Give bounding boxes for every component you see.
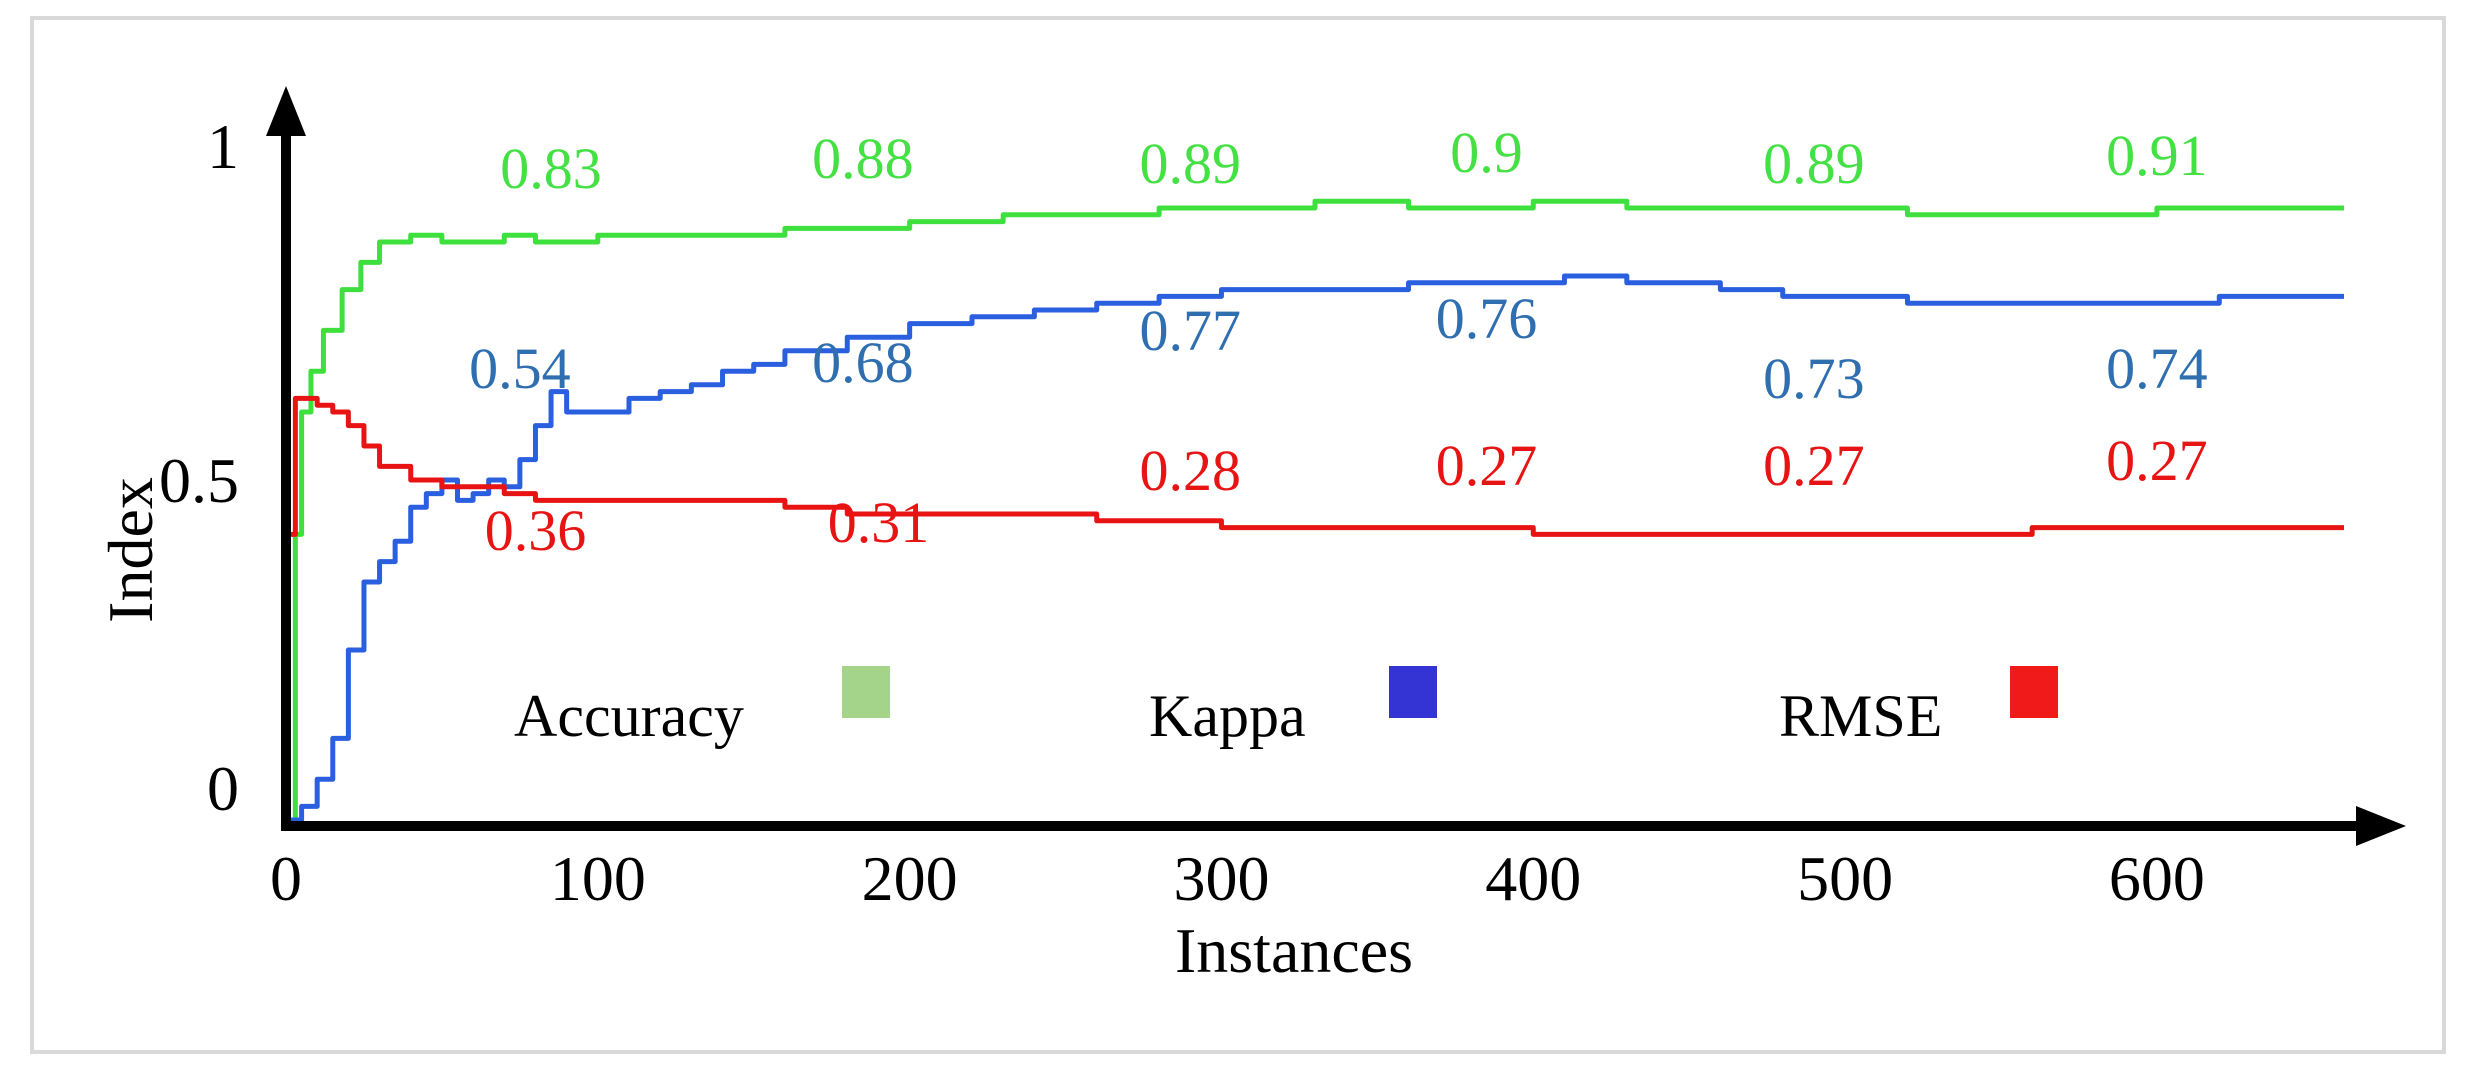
data-label-rmse: 0.27 xyxy=(1763,433,1865,498)
x-tick-label: 600 xyxy=(2109,843,2205,914)
chart-frame: 0.83 0.88 0.89 0.9 0.89 0.91 0.54 0.68 0.77 0.76 0… xyxy=(30,16,2446,1054)
data-label-rmse: 0.27 xyxy=(1436,433,1538,498)
series-lines xyxy=(289,198,2344,823)
data-label-accuracy: 0.83 xyxy=(500,136,602,201)
legend-label-accuracy: Accuracy xyxy=(514,683,744,749)
x-tick-label: 200 xyxy=(862,843,958,914)
x-axis-arrowhead xyxy=(2356,806,2406,846)
legend-label-rmse: RMSE xyxy=(1779,683,1942,749)
axes xyxy=(266,86,2406,846)
legend-label-kappa: Kappa xyxy=(1149,683,1306,749)
data-label-rmse: 0.28 xyxy=(1140,438,1242,503)
legend-swatch-kappa xyxy=(1389,666,1437,718)
data-label-kappa: 0.54 xyxy=(469,336,571,401)
x-tick-label: 400 xyxy=(1485,843,1581,914)
data-label-accuracy: 0.89 xyxy=(1140,131,1242,196)
data-label-rmse: 0.31 xyxy=(828,490,930,555)
data-label-kappa: 0.77 xyxy=(1140,298,1242,363)
x-axis-label: Instances xyxy=(1175,915,1413,986)
line-chart: 0.83 0.88 0.89 0.9 0.89 0.91 0.54 0.68 0.77 0.76 0… xyxy=(95,86,2406,986)
series-line-kappa xyxy=(289,273,2344,823)
data-label-rmse: 0.27 xyxy=(2106,428,2208,493)
x-tick-label: 500 xyxy=(1797,843,1893,914)
y-axis-arrowhead xyxy=(266,86,306,136)
data-label-accuracy: 0.89 xyxy=(1763,131,1865,196)
data-label-accuracy: 0.88 xyxy=(812,126,914,191)
y-tick-labels: 00.51 xyxy=(159,111,239,824)
data-label-kappa: 0.74 xyxy=(2106,336,2208,401)
legend: Accuracy Kappa RMSE xyxy=(514,666,2058,749)
legend-swatch-rmse xyxy=(2010,666,2058,718)
legend-swatch-accuracy xyxy=(842,666,890,718)
data-label-accuracy: 0.9 xyxy=(1450,120,1523,185)
x-tick-label: 100 xyxy=(550,843,646,914)
series-line-accuracy xyxy=(289,198,2344,823)
data-label-kappa: 0.68 xyxy=(812,330,914,395)
data-labels: 0.83 0.88 0.89 0.9 0.89 0.91 0.54 0.68 0.77 0.76 0… xyxy=(469,120,2208,563)
data-label-rmse: 0.36 xyxy=(485,498,587,563)
x-tick-label: 300 xyxy=(1173,843,1269,914)
data-label-kappa: 0.76 xyxy=(1436,286,1538,351)
series-line-rmse xyxy=(289,395,2344,537)
data-label-kappa: 0.73 xyxy=(1763,346,1865,411)
y-tick-label: 1 xyxy=(207,111,239,182)
x-tick-labels: 0 100 200 300 400 500 600 xyxy=(270,843,2205,914)
y-tick-label: 0.5 xyxy=(159,445,239,516)
y-tick-label: 0 xyxy=(207,753,239,824)
x-tick-label: 0 xyxy=(270,843,302,914)
y-axis-label: Index xyxy=(95,477,166,623)
data-label-accuracy: 0.91 xyxy=(2106,123,2208,188)
